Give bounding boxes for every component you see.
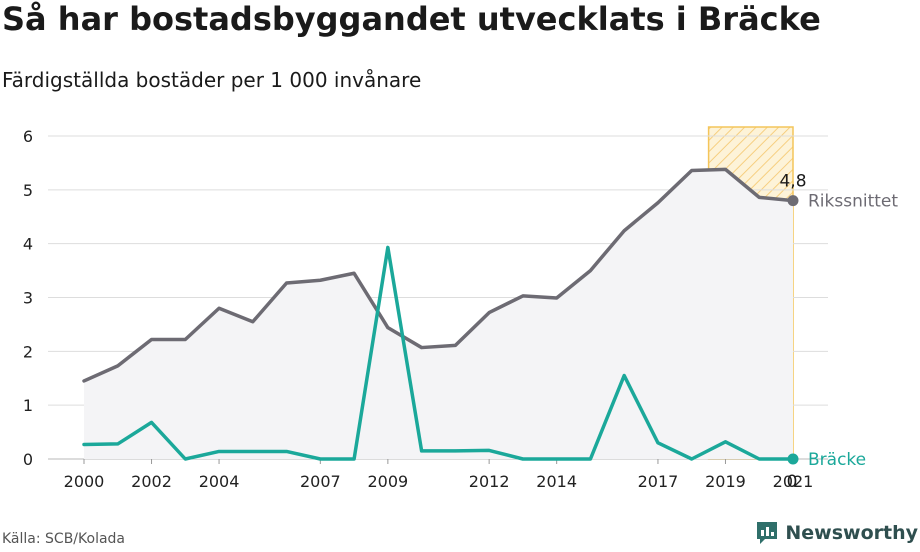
x-tick-label: 2004 <box>199 472 240 491</box>
riket-end-value: 4,8 <box>779 172 806 192</box>
end-point-riket <box>787 195 799 207</box>
source-note: Källa: SCB/Kolada <box>2 531 126 547</box>
brand-name: Newsworthy <box>785 522 918 544</box>
y-tick-label: 6 <box>23 127 33 146</box>
x-tick-label: 2012 <box>469 472 510 491</box>
x-tick-label: 2000 <box>64 472 105 491</box>
x-tick-label: 2014 <box>536 472 577 491</box>
riket-area <box>84 169 793 460</box>
x-tick-label: 2019 <box>705 472 746 491</box>
x-tick-label: 2021 <box>773 472 814 491</box>
x-tick-label: 2002 <box>131 472 172 491</box>
series-line-riket <box>82 167 795 383</box>
y-tick-label: 2 <box>23 342 33 361</box>
kommun-series-label: Bräcke <box>808 450 866 470</box>
x-tick-label: 2007 <box>300 472 341 491</box>
riket-series-label: Rikssnittet <box>808 192 898 212</box>
chart-title: Så har bostadsbyggandet utvecklats i Brä… <box>2 0 821 38</box>
y-tick-label: 0 <box>23 450 33 469</box>
y-tick-label: 1 <box>23 396 33 415</box>
series-line-kommun <box>82 245 795 461</box>
y-tick-label: 3 <box>23 289 33 308</box>
y-tick-label: 5 <box>23 181 33 200</box>
kommun-end-value: 0 <box>787 472 798 492</box>
end-point-kommun <box>787 453 799 465</box>
x-tick-label: 2009 <box>367 472 408 491</box>
newsworthy-icon <box>757 522 778 544</box>
y-tick-label: 4 <box>23 235 33 254</box>
x-tick-label: 2017 <box>638 472 679 491</box>
newsworthy-logo: Newsworthy <box>755 520 918 546</box>
chart-subtitle: Färdigställda bostäder per 1 000 invånar… <box>2 68 422 92</box>
